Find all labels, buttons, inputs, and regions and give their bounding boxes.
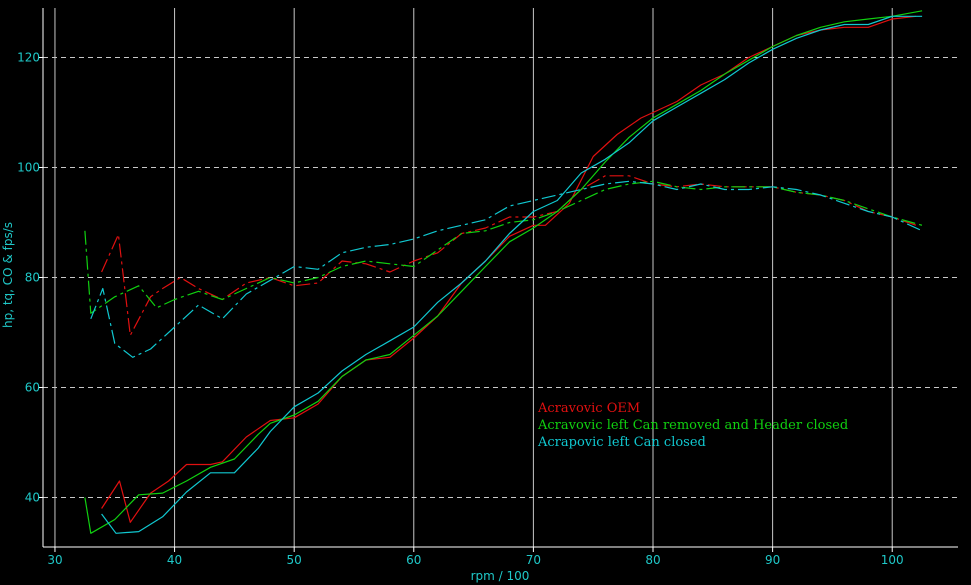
x-tick-label: 50 xyxy=(287,553,302,567)
legend: Acravovic OEM Acravovic left Can removed … xyxy=(537,401,848,450)
x-tick-label: 30 xyxy=(47,553,62,567)
y-axis-label: hp, tq, CO & fps/s xyxy=(1,222,15,328)
series-2-solid-line xyxy=(84,10,923,534)
series-2-dashed-line xyxy=(84,180,923,314)
y-tick-label: 120 xyxy=(17,51,40,65)
axes xyxy=(38,8,958,552)
x-tick-label: 70 xyxy=(526,553,541,567)
y-tick-label: 60 xyxy=(25,381,40,395)
tick-labels: 30 40 50 60 70 80 90 100 40 60 80 100 120 xyxy=(17,51,904,568)
y-tick-label: 100 xyxy=(17,161,40,175)
series-3-solid-line xyxy=(101,15,923,534)
series-3-dashed-line xyxy=(90,180,923,358)
grid-lines xyxy=(43,8,958,547)
legend-entry-2: Acravovic left Can removed and Header cl… xyxy=(537,418,848,433)
x-tick-label: 100 xyxy=(881,553,904,567)
x-tick-label: 40 xyxy=(167,553,182,567)
y-tick-label: 80 xyxy=(25,271,40,285)
legend-entry-1: Acravovic OEM xyxy=(537,401,640,416)
legend-entry-3: Acrapovic left Can closed xyxy=(537,435,706,450)
x-tick-label: 60 xyxy=(406,553,421,567)
x-tick-label: 80 xyxy=(645,553,660,567)
series-lines xyxy=(84,10,923,534)
x-axis-label: rpm / 100 xyxy=(471,569,530,583)
series-1-dashed-line xyxy=(101,175,917,336)
y-tick-label: 40 xyxy=(25,491,40,505)
x-tick-label: 90 xyxy=(765,553,780,567)
